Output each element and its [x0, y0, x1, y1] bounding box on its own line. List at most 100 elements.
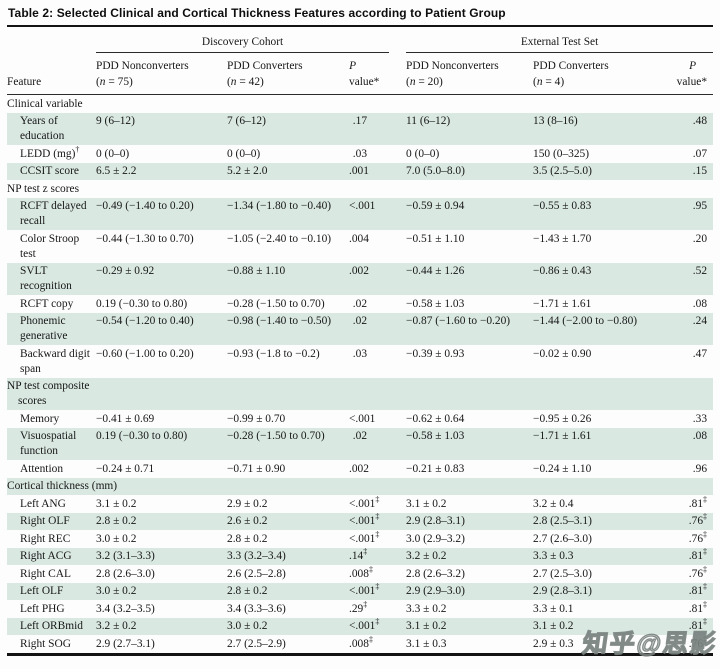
section-label: NP test composite scores: [7, 380, 90, 407]
p-value-cell: <.001‡: [349, 495, 380, 510]
value-cell: 3.4 (3.3–3.6): [227, 602, 286, 615]
value-cell: 3.0 (2.9–3.2): [406, 532, 465, 545]
feature-cell: Color Stroop test: [7, 230, 96, 263]
value-cell: 3.2 ± 0.2: [406, 550, 447, 562]
value-cell: 5.2 ± 2.0: [227, 165, 268, 177]
p-value-cell: <.001: [349, 412, 376, 425]
value-cell: 3.2 (3.1–3.3): [96, 550, 155, 562]
column-spacer: [389, 583, 406, 601]
table-row: Left PHG 3.4 (3.2–3.5) 3.4 (3.3–3.6) .29‡ 3.…: [7, 600, 713, 618]
value-cell: −0.60 (−1.00 to 0.20): [96, 347, 194, 360]
group-row-feature-spacer: [7, 26, 96, 53]
column-group-row: Discovery Cohort External Test Set: [7, 26, 714, 53]
column-spacer: [389, 163, 406, 181]
p-value-cell: .52: [692, 265, 708, 277]
p-value-cell: .17: [352, 115, 368, 127]
table-row: Years of education 9 (6–12) 7 (6–12) .17 11 …: [7, 112, 714, 146]
column-spacer: [389, 565, 406, 583]
column-spacer: [389, 295, 406, 313]
section-row: Cortical thickness (mm): [7, 477, 714, 495]
value-cell: 3.1 ± 0.2: [533, 620, 574, 632]
section-label: NP test z scores: [7, 182, 80, 195]
value-cell: 9 (6–12): [96, 115, 135, 127]
feature-cell: Right CAL: [7, 565, 96, 583]
table-row: Left OLF 3.0 ± 0.2 2.8 ± 0.2 <.001‡ 2.9 (2.9…: [7, 582, 714, 601]
p-value-cell: .81‡: [688, 547, 708, 562]
table-row: Right REC 3.0 ± 0.2 2.8 ± 0.2 <.001‡ 3.0 (2.…: [7, 530, 713, 548]
column-header-n: (n = 42): [227, 76, 264, 88]
column-header-name: PDD Nonconverters: [96, 60, 189, 72]
section-label: Cortical thickness (mm): [7, 480, 118, 492]
p-value-cell: .96: [692, 462, 708, 475]
value-cell: 7 (6–12): [227, 115, 266, 127]
p-value-cell: .02: [352, 297, 368, 310]
value-cell: 3.1 ± 0.2: [96, 497, 137, 510]
p-value-cell: .48: [692, 115, 708, 127]
p-value-cell: .001: [349, 165, 369, 177]
feature-cell: Right REC: [7, 530, 96, 548]
value-cell: −0.24 ± 1.10: [533, 462, 592, 475]
feature-cell: Right ACG: [7, 548, 96, 566]
value-cell: −1.71 ± 1.61: [533, 297, 592, 310]
column-header-pdd-nonconverters-discovery: PDD Nonconverters (n = 75): [96, 52, 227, 95]
value-cell: 3.3 (3.2–3.4): [227, 550, 286, 562]
value-cell: 11 (6–12): [406, 115, 451, 127]
feature-label: SVLT recognition: [20, 265, 72, 292]
p-value-cell: .008‡: [349, 635, 373, 650]
p-value-cell: .08: [692, 297, 708, 310]
value-cell: 3.1 ± 0.3: [406, 637, 447, 650]
p-value-label: value*: [676, 76, 708, 88]
value-cell: −0.29 ± 0.92: [96, 265, 155, 277]
feature-label: RCFT copy: [20, 297, 74, 310]
column-header-name: PDD Nonconverters: [406, 60, 499, 72]
section-cell: Clinical variable: [7, 95, 713, 113]
value-cell: 150 (0–325): [533, 147, 590, 160]
feature-label: Left ORBmid: [20, 620, 83, 632]
feature-label: Attention: [20, 462, 64, 475]
p-value-cell: .15: [692, 165, 708, 177]
table-row: LEDD (mg)† 0 (0–0) 0 (0–0) .03 0 (0–0) 150 (0…: [7, 145, 713, 163]
value-cell: −0.28 (−1.50 to 0.70): [227, 430, 325, 442]
value-cell: 2.9 ± 0.2: [227, 497, 268, 510]
value-cell: 0 (0–0): [406, 147, 440, 160]
feature-label: Phonemic generative: [20, 315, 68, 342]
feature-label: Right OLF: [20, 515, 70, 527]
table-row: Phonemic generative −0.54 (−1.20 to 0.40)…: [7, 312, 714, 345]
column-header-feature: Feature: [7, 52, 96, 95]
table-row: CCSIT score 6.5 ± 2.2 5.2 ± 2.0 .001 7.0 (5.…: [7, 162, 714, 181]
column-header-name: PDD Converters: [533, 60, 609, 72]
p-value-cell: .81‡: [688, 495, 708, 510]
column-spacer: [389, 230, 406, 263]
feature-label: Color Stroop test: [20, 232, 80, 260]
value-cell: −0.59 ± 0.94: [406, 200, 465, 212]
value-cell: 3.4 (3.2–3.5): [96, 602, 155, 615]
column-spacer: [389, 145, 406, 163]
column-header-n: (n = 4): [533, 76, 565, 88]
column-spacer: [389, 635, 406, 654]
value-cell: 0.19 (−0.30 to 0.80): [96, 297, 188, 310]
feature-cell: Left OLF: [7, 583, 96, 601]
feature-cell: Left ORBmid: [7, 618, 96, 636]
value-cell: −0.87 (−1.60 to −0.20): [406, 315, 511, 327]
feature-cell: Years of education: [7, 113, 96, 146]
section-row: NP test composite scores: [7, 377, 714, 410]
feature-cell: Right SOG: [7, 635, 96, 654]
value-cell: 6.5 ± 2.2: [96, 165, 137, 177]
data-table: Discovery Cohort External Test Set Featu…: [7, 25, 714, 656]
value-cell: −0.39 ± 0.93: [406, 347, 465, 360]
value-cell: 3.2 ± 0.2: [96, 620, 137, 632]
column-spacer: [389, 513, 406, 531]
value-cell: −1.71 ± 1.61: [533, 430, 592, 442]
column-header-p-value-external: P value*: [663, 52, 714, 95]
section-row: Clinical variable: [7, 95, 713, 113]
value-cell: 2.6 (2.5–2.8): [227, 567, 286, 580]
value-cell: 2.8 (2.6–3.0): [96, 567, 155, 580]
value-cell: −0.95 ± 0.26: [533, 412, 592, 425]
feature-label: Backward digit span: [20, 347, 90, 375]
feature-cell: Backward digit span: [7, 345, 96, 378]
table-body: Clinical variable Years of education 9 (6–…: [7, 95, 714, 655]
value-cell: −1.05 (−2.40 to −0.10): [227, 232, 332, 245]
p-value-cell: .14‡: [349, 547, 368, 562]
column-spacer: [389, 345, 406, 378]
value-cell: 2.9 (2.9–3.0): [406, 585, 465, 597]
